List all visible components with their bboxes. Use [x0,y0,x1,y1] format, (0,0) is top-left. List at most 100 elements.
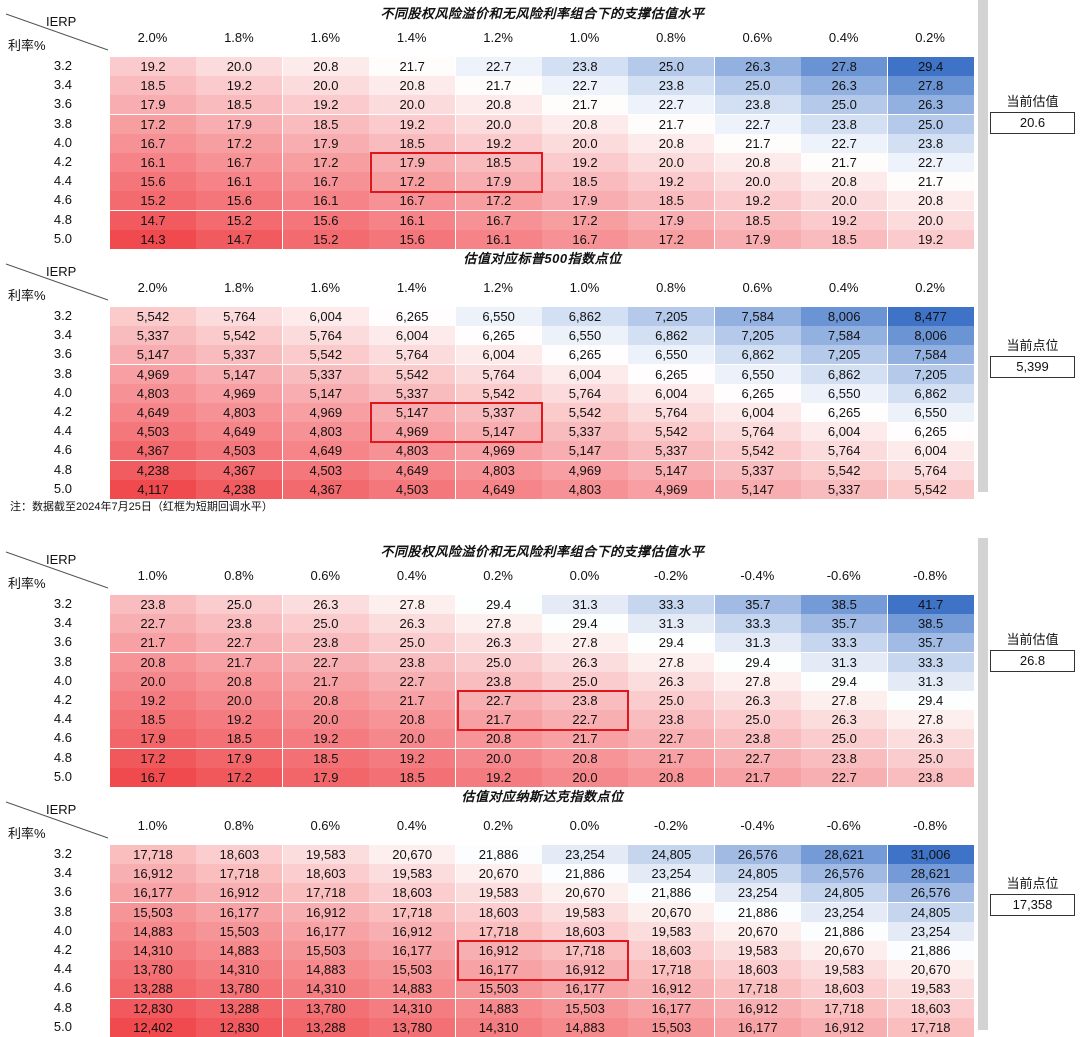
row-header: 3.4 [53,77,72,93]
heatmap-cell: 21,886 [628,883,715,903]
heatmap-cell: 6,004 [282,307,369,326]
heatmap-cell: 5,542 [801,460,888,480]
diagonal-line [5,551,109,589]
pullback-highlight-box [370,402,543,444]
heatmap-cell: 20.8 [369,710,456,730]
heatmap-cell: 14,310 [455,1017,542,1037]
heatmap-cell: 4,969 [282,403,369,422]
row-header: 3.6 [53,96,72,112]
heatmap-cell: 21.7 [455,76,542,96]
heatmap-cell: 26.3 [887,729,974,749]
heatmap-cell: 20.8 [887,191,974,211]
heatmap-cell: 19,583 [801,960,888,980]
heatmap-cell: 17.9 [369,153,456,172]
heatmap-cell: 5,147 [455,422,542,442]
heatmap-cell: 19.2 [455,767,542,787]
column-header: 0.6% [742,30,773,45]
row-header: 5.0 [53,480,72,496]
heatmap-cell: 19.2 [369,748,456,768]
row-header: 5.0 [53,1018,72,1034]
heatmap-cell: 14,883 [282,960,369,980]
heatmap-cell: 17.9 [110,95,196,115]
heatmap-cell: 21,886 [455,845,542,864]
heatmap-cell: 18,603 [628,941,715,960]
heatmap-cell: 18,603 [282,864,369,884]
row-header: 3.8 [53,115,72,131]
heatmap-cell: 27.8 [887,710,974,730]
heatmap-cell: 6,004 [714,403,801,422]
rate-axis-label: 利率% [8,38,46,53]
heatmap-cell: 17.2 [110,114,196,134]
heatmap-cell: 21,886 [801,921,888,941]
heatmap-cell: 4,503 [110,422,196,442]
heatmap-cell: 6,862 [801,364,888,384]
heatmap-cell: 5,337 [801,479,888,499]
heatmap-cell: 17.2 [196,133,283,153]
heatmap-cell: 17,718 [282,883,369,903]
heatmap-cell: 21.7 [369,57,456,76]
heatmap-cell: 16,177 [542,979,628,999]
heatmap-cell: 23.8 [628,76,715,96]
heatmap-cell: 5,764 [887,460,974,480]
heatmap-cell: 14.3 [110,229,196,249]
heatmap-cell: 31.3 [801,652,888,672]
heatmap-cell: 19.2 [110,57,196,76]
heatmap-cell: 23.8 [628,710,715,730]
current-value: 20.6 [990,112,1075,134]
heatmap-cell: 14,310 [110,941,196,960]
heatmap-cell: 4,649 [196,422,283,442]
heatmap-cell: 31.3 [628,614,715,634]
heatmap-cell: 19.2 [628,172,715,192]
heatmap-cell: 6,004 [542,364,628,384]
heatmap-cell: 13,288 [282,1017,369,1037]
heatmap-cell: 17.9 [542,191,628,211]
heatmap-cell: 26.3 [714,691,801,710]
heatmap-cell: 21.7 [455,710,542,730]
heatmap-cell: 20.8 [282,57,369,76]
diagonal-line [5,263,109,301]
heatmap-cell: 23,254 [628,864,715,884]
heatmap-cell: 7,205 [801,345,888,365]
heatmap-cell: 6,265 [887,422,974,442]
heatmap-cell: 12,830 [196,1017,283,1037]
heatmap-cell: 21.7 [542,95,628,115]
heatmap-cell: 22.7 [801,767,888,787]
column-header: 0.2% [915,280,945,295]
heatmap-cell: 20.0 [714,172,801,192]
heatmap-cell: 6,004 [887,441,974,461]
heatmap-cell: 20.0 [196,57,283,76]
heatmap-cell: 12,402 [110,1017,196,1037]
heatmap-cell: 18.5 [196,95,283,115]
heatmap-cell: 6,265 [369,307,456,326]
heatmap-cell: 4,969 [542,460,628,480]
heatmap-cell: 20.0 [369,95,456,115]
heatmap-cell: 31.3 [542,595,628,614]
column-header: -0.4% [740,818,775,833]
row-header: 4.4 [53,423,72,439]
heatmap-cell: 21.7 [714,133,801,153]
heatmap-cell: 20.8 [542,114,628,134]
heatmap-cell: 20.0 [282,76,369,96]
row-header: 4.4 [53,961,72,977]
heatmap-cell: 29.4 [714,652,801,672]
heatmap-cell: 7,584 [801,326,888,346]
sp500-panel: 不同股权风险溢价和无风险利率组合下的支撑估值水平 IERP 利率% 2.0% 1.8% 1… [0,0,1080,513]
heatmap-cell: 21.7 [887,172,974,192]
nasdaq-panel: 不同股权风险溢价和无风险利率组合下的支撑估值水平 IERP 利率% 1.0% 0.8% 0… [0,538,1080,1037]
heatmap-cell: 20,670 [628,902,715,922]
heatmap-cell: 17.2 [282,153,369,172]
heatmap-cell: 23.8 [282,633,369,653]
heatmap-cell: 18.5 [714,210,801,230]
table-title: 不同股权风险溢价和无风险利率组合下的支撑估值水平 [380,6,705,21]
heatmap-cell: 4,649 [282,441,369,461]
heatmap-cell: 5,337 [628,441,715,461]
heatmap-cell: 19.2 [542,153,628,172]
heatmap-cell: 6,550 [542,326,628,346]
heatmap-cell: 4,503 [282,460,369,480]
heatmap-cell: 21,886 [542,864,628,884]
heatmap-cell: 26.3 [542,652,628,672]
heatmap-cell: 4,803 [282,422,369,442]
column-header: 0.0% [569,568,600,583]
heatmap-cell: 25.0 [628,691,715,710]
heatmap-cell: 20,670 [542,883,628,903]
